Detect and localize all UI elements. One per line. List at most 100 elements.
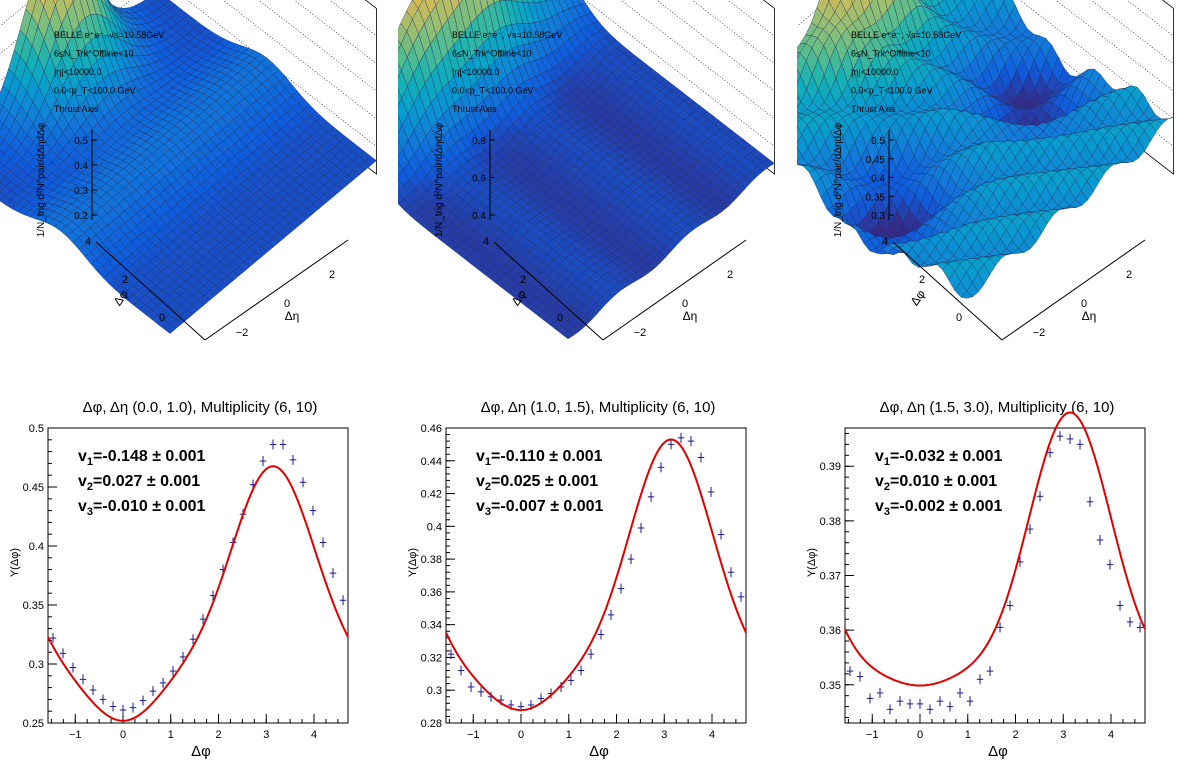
y-tick-label: 0.39	[820, 461, 841, 473]
y-tick-label: 0.38	[421, 554, 442, 566]
info-label: Thrust Axis	[851, 104, 896, 114]
data-point	[897, 696, 904, 706]
data-point	[678, 433, 685, 443]
x-tick-label: 1	[168, 729, 174, 741]
info-label: 6≤N_Trk^Offline<10	[54, 49, 133, 59]
data-point	[1087, 497, 1094, 507]
fit-panel-2: Δφ, Δη (1.0, 1.5), Multiplicity (6, 10)0…	[398, 380, 796, 772]
coef-v: v	[875, 473, 884, 490]
data-point	[80, 674, 87, 684]
coef-v: v	[78, 473, 87, 490]
x-tick-label: 0	[120, 729, 126, 741]
data-point	[1117, 601, 1124, 611]
data-point	[120, 705, 127, 715]
data-point	[290, 455, 297, 465]
coefficient-label: v1=-0.032 ± 0.001	[875, 448, 1003, 468]
data-point	[150, 686, 157, 696]
surface-plot-2: 0.80.60.41/N_trig d²N^pair/dΔηdΔφ420Δφ20…	[398, 0, 796, 380]
y-tick-label: 0.38	[820, 516, 841, 528]
data-point	[957, 688, 964, 698]
phi-tick-label: 2	[520, 274, 526, 286]
data-point	[1007, 601, 1014, 611]
data-point	[140, 696, 147, 706]
data-point	[618, 584, 625, 594]
x-tick-label: −1	[866, 729, 879, 741]
y-tick-label: 0.44	[421, 456, 442, 468]
z-tick-label: 0.2	[74, 211, 88, 222]
chart-title: Δφ, Δη (0.0, 1.0), Multiplicity (6, 10)	[83, 399, 318, 416]
eta-axis-label: Δη	[285, 309, 300, 323]
y-tick-label: 0.36	[820, 625, 841, 637]
coef-val: =-0.007 ± 0.001	[491, 498, 604, 515]
x-tick-label: 0	[518, 729, 524, 741]
coefficient-label: v3=-0.007 ± 0.001	[476, 498, 604, 518]
phi-tick-label: 0	[159, 312, 165, 324]
data-point	[947, 702, 954, 712]
y-tick-label: 0.28	[421, 718, 442, 730]
coef-v: v	[476, 498, 485, 515]
y-tick-label: 0.42	[421, 489, 442, 501]
data-point	[907, 699, 914, 709]
fit-chart-3: Δφ, Δη (1.5, 3.0), Multiplicity (6, 10)0…	[797, 380, 1196, 772]
coef-val: =0.027 ± 0.001	[93, 473, 200, 490]
data-point	[728, 567, 735, 577]
y-tick-label: 0.5	[29, 423, 44, 435]
data-point	[1057, 431, 1064, 441]
z-tick-label: 0.3	[871, 211, 885, 222]
data-point	[1037, 491, 1044, 501]
eta-tick-label: −2	[1033, 327, 1046, 339]
y-axis-label: Y(Δφ)	[9, 548, 21, 577]
coef-v: v	[875, 498, 884, 515]
eta-tick-label: −2	[236, 327, 249, 339]
x-tick-label: 4	[1108, 729, 1114, 741]
data-point	[320, 537, 327, 547]
phi-tick-label: 2	[919, 274, 925, 286]
z-axis-label: 1/N_trig d²N^pair/dΔηdΔφ	[36, 122, 47, 237]
eta-axis-line	[1002, 240, 1145, 340]
y-tick-label: 0.35	[820, 680, 841, 692]
phi-tick-label: 2	[122, 274, 128, 286]
coef-val: =-0.032 ± 0.001	[890, 448, 1003, 465]
coefficient-label: v2=0.027 ± 0.001	[78, 473, 200, 493]
z-tick-label: 0.45	[866, 155, 886, 166]
data-point	[310, 506, 317, 516]
info-label: BELLE e⁺e⁻, √s=10.58GeV	[851, 30, 961, 40]
info-label: BELLE e⁺e⁻, √s=10.58GeV	[452, 30, 562, 40]
x-tick-label: 2	[613, 729, 619, 741]
data-point	[867, 693, 874, 703]
data-point	[738, 592, 745, 602]
data-point	[857, 672, 864, 682]
y-tick-label: 0.3	[427, 685, 442, 697]
x-tick-label: 1	[965, 729, 971, 741]
data-point	[638, 523, 645, 533]
data-point	[1127, 617, 1134, 627]
data-point	[877, 688, 884, 698]
x-tick-label: 4	[311, 729, 317, 741]
coef-val: =-0.002 ± 0.001	[890, 498, 1003, 515]
data-point	[718, 530, 725, 540]
coefficient-label: v3=-0.002 ± 0.001	[875, 498, 1003, 518]
info-label: |η|<10000.0	[54, 67, 101, 77]
coef-v: v	[78, 498, 87, 515]
z-tick-label: 0.4	[871, 174, 885, 185]
y-axis-label: Y(Δφ)	[806, 548, 818, 577]
coef-v: v	[476, 473, 485, 490]
x-tick-label: 4	[709, 729, 715, 741]
data-point	[1107, 560, 1114, 570]
fit-chart-1: Δφ, Δη (0.0, 1.0), Multiplicity (6, 10) 0…	[0, 380, 398, 772]
data-point	[648, 492, 655, 502]
data-point	[458, 666, 465, 676]
x-tick-label: 2	[215, 729, 221, 741]
y-tick-label: 0.3	[29, 659, 44, 671]
x-tick-label: −1	[69, 729, 82, 741]
surface-plot-3: 0.50.450.40.350.31/N_trig d²N^pair/dΔηdΔ…	[797, 0, 1196, 380]
coef-val: =-0.110 ± 0.001	[491, 448, 603, 465]
x-axis-label: Δφ	[191, 743, 211, 760]
coef-v: v	[875, 448, 884, 465]
data-point	[340, 595, 347, 605]
coefficient-label: v2=0.010 ± 0.001	[875, 473, 997, 493]
phi-axis-label: Δφ	[907, 287, 928, 308]
info-label: 0.0<p_T<100.0 GeV	[851, 86, 933, 96]
coefficient-label: v1=-0.148 ± 0.001	[78, 448, 206, 468]
